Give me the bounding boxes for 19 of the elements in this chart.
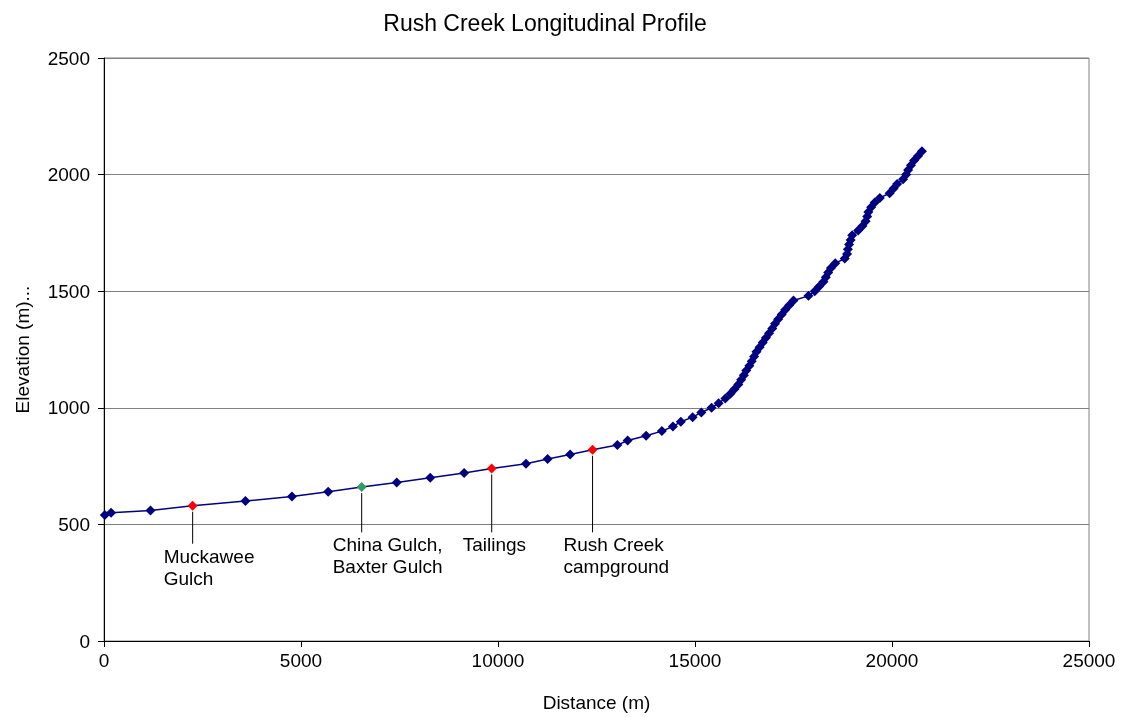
chart-title: Rush Creek Longitudinal Profile bbox=[383, 9, 707, 36]
x-tick-label: 25000 bbox=[1062, 650, 1116, 671]
annotation: Muckawee Gulch bbox=[163, 545, 256, 590]
x-tick-label: 0 bbox=[98, 650, 110, 671]
y-tick-label: 500 bbox=[58, 513, 90, 535]
annotation: China Gulch, Baxter Gulch bbox=[332, 534, 444, 579]
annotation: Tailings bbox=[462, 534, 527, 556]
y-tick-label: 2500 bbox=[47, 47, 90, 69]
x-tick-label: 10000 bbox=[471, 650, 525, 671]
y-tick-label: 2000 bbox=[47, 164, 90, 186]
x-tick-label: 20000 bbox=[865, 650, 919, 671]
x-tick-label: 5000 bbox=[279, 650, 323, 671]
y-tick-label: 1000 bbox=[47, 397, 90, 419]
annotation: Rush Creek campground bbox=[563, 534, 671, 579]
y-tick-label: 1500 bbox=[47, 280, 90, 302]
y-tick-label: 0 bbox=[79, 630, 90, 652]
x-axis-title: Distance (m) bbox=[542, 692, 651, 713]
x-tick-label: 15000 bbox=[668, 650, 722, 671]
y-axis-title: Elevation (m)... bbox=[12, 285, 33, 414]
